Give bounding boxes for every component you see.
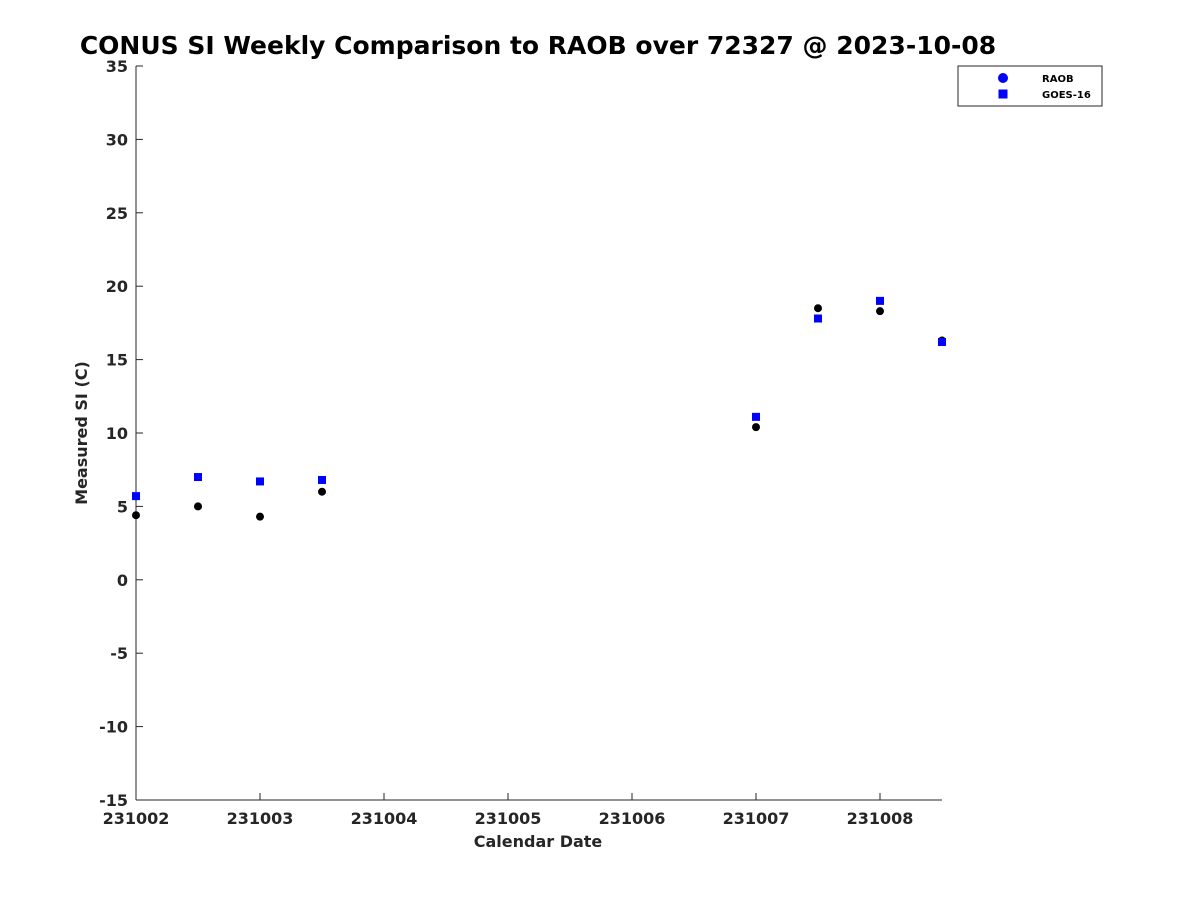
raob-point bbox=[132, 511, 140, 520]
y-tick-label: 20 bbox=[106, 277, 128, 296]
y-tick-label: 0 bbox=[117, 571, 128, 590]
x-tick-label: 231005 bbox=[475, 809, 542, 828]
y-tick-label: 5 bbox=[117, 497, 128, 516]
chart-title: CONUS SI Weekly Comparison to RAOB over … bbox=[80, 31, 996, 60]
raob-point bbox=[752, 423, 760, 432]
y-tick-label: -5 bbox=[110, 644, 128, 663]
series-goes-16 bbox=[132, 296, 946, 501]
raob-point bbox=[814, 304, 822, 313]
y-tick-label: 25 bbox=[106, 204, 128, 223]
series-raob bbox=[132, 304, 946, 521]
y-tick-label: 15 bbox=[106, 351, 128, 370]
y-tick-label: 10 bbox=[106, 424, 128, 443]
legend: RAOB GOES-16 bbox=[957, 65, 1103, 107]
x-tick-label: 231007 bbox=[723, 809, 790, 828]
raob-point bbox=[194, 502, 202, 511]
y-ticks: 35 30 25 20 15 10 5 0 -5 -10 -15 bbox=[99, 57, 143, 810]
x-tick-label: 231008 bbox=[847, 809, 914, 828]
x-tick-label: 231006 bbox=[599, 809, 666, 828]
goes-16-point bbox=[256, 477, 264, 486]
goes-16-point bbox=[876, 296, 884, 305]
raob-point bbox=[318, 487, 326, 496]
y-tick-label: 30 bbox=[106, 130, 128, 149]
y-axis-label: Measured SI (C) bbox=[72, 361, 91, 505]
x-ticks: 231002 231003 231004 231005 231006 231007 2310… bbox=[103, 793, 914, 828]
goes-16-point bbox=[814, 314, 822, 323]
goes-16-point bbox=[752, 412, 760, 421]
y-tick-label: 35 bbox=[106, 57, 128, 76]
legend-goes-label: GOES-16 bbox=[1042, 90, 1091, 101]
legend-goes-marker bbox=[998, 89, 1008, 99]
goes-16-point bbox=[318, 475, 326, 484]
x-tick-label: 231002 bbox=[103, 809, 170, 828]
raob-point bbox=[876, 307, 884, 316]
legend-box bbox=[957, 65, 1103, 107]
series-layer bbox=[132, 296, 946, 521]
raob-point bbox=[256, 512, 264, 521]
x-tick-label: 231003 bbox=[227, 809, 294, 828]
goes-16-point bbox=[194, 473, 202, 482]
legend-raob-label: RAOB bbox=[1042, 74, 1074, 85]
x-axis-label: Calendar Date bbox=[474, 832, 603, 851]
axes bbox=[135, 66, 942, 801]
legend-raob-marker bbox=[998, 73, 1008, 83]
goes-16-point bbox=[132, 492, 140, 501]
x-tick-label: 231004 bbox=[351, 809, 418, 828]
y-tick-label: -10 bbox=[99, 718, 128, 737]
y-tick-label: -15 bbox=[99, 791, 128, 810]
goes-16-point bbox=[938, 337, 946, 346]
